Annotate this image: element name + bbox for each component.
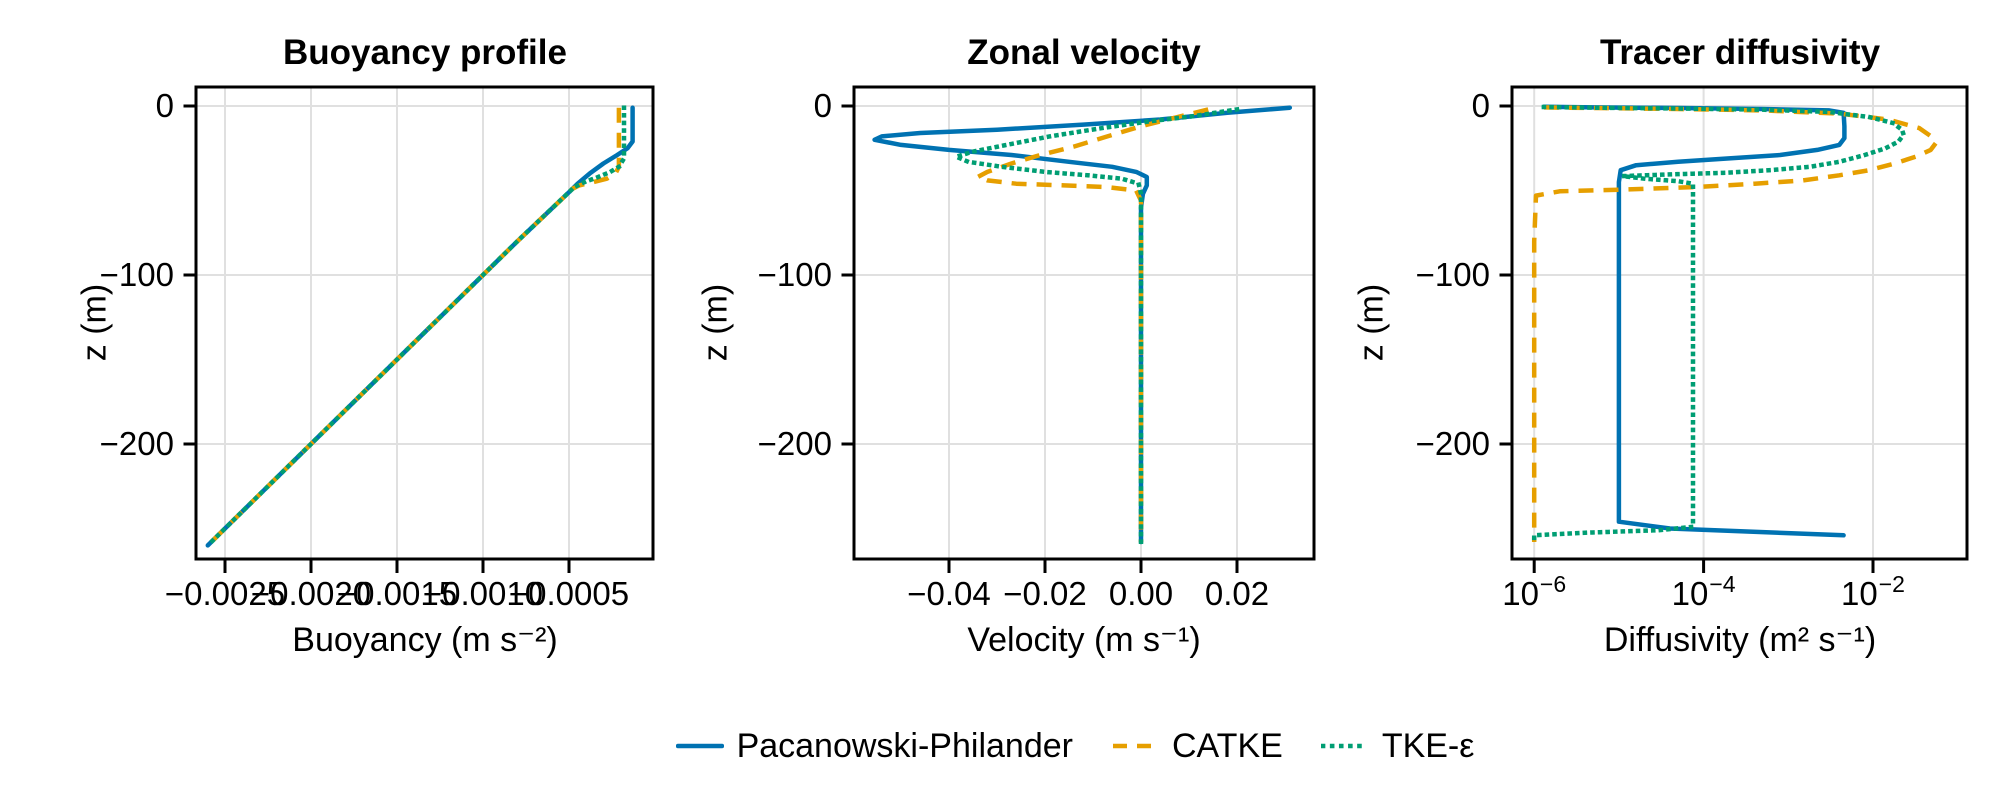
x-tick-label: −0.0020	[250, 575, 372, 612]
x-tick-label: −0.04	[907, 575, 991, 612]
legend-line-dotted-icon	[1320, 743, 1369, 749]
y-tick-label: 0	[155, 87, 174, 124]
x-tick-label: 0.00	[1108, 575, 1174, 612]
series-line-dashed	[206, 107, 622, 548]
panel-title-diffusivity: Tracer diffusivity	[1599, 33, 1881, 72]
y-tick-label: 0	[813, 87, 832, 124]
xaxis-label-diffusivity: Diffusivity (m² s⁻¹)	[1603, 621, 1877, 659]
series-line-dashed	[975, 107, 1209, 542]
legend-item-catke: CATKE	[1111, 727, 1283, 766]
legend-label: TKE-ε	[1381, 726, 1475, 765]
x-tick-label: 10−2	[1841, 571, 1905, 612]
legend-line-solid-icon	[675, 743, 724, 749]
legend-line-dashed-icon	[1112, 743, 1157, 749]
y-tick-label: −100	[1415, 256, 1490, 293]
plot-frame	[1510, 85, 1969, 561]
legend: Pacanowski-Philander CATKE TKE-ε	[150, 722, 2000, 770]
series-line-dashed	[1531, 105, 1938, 542]
legend-item-pacanowski-philander: Pacanowski-Philander	[675, 726, 1073, 766]
series-line-dotted	[204, 105, 627, 549]
series-line-dotted	[953, 106, 1240, 545]
x-tick-label: −0.0025	[164, 575, 286, 612]
y-tick-label: −200	[1415, 425, 1490, 462]
x-tick-label: −0.0005	[508, 575, 630, 612]
xaxis-label-buoyancy: Buoyancy (m s⁻²)	[292, 621, 558, 659]
xaxis-label-velocity: Velocity (m s⁻¹)	[967, 621, 1201, 659]
y-tick-label: −100	[757, 256, 832, 293]
y-tick-label: −100	[99, 256, 174, 293]
x-tick-label: −0.0015	[336, 575, 458, 612]
x-tick-label: −0.0010	[422, 575, 544, 612]
y-tick-label: −200	[99, 425, 174, 462]
legend-item-tke-epsilon: TKE-ε	[1320, 726, 1475, 766]
series-line-dotted	[1531, 104, 1906, 543]
panel-title-velocity: Zonal velocity	[967, 33, 1201, 72]
series-line-solid	[1541, 104, 1847, 538]
panel-title-buoyancy: Buoyancy profile	[283, 33, 567, 72]
x-tick-label: −0.02	[1003, 575, 1087, 612]
plot-frame	[194, 85, 655, 561]
y-tick-label: 0	[1471, 87, 1490, 124]
legend-label: Pacanowski-Philander	[736, 726, 1073, 765]
legend-label: CATKE	[1171, 726, 1283, 765]
y-tick-label: −200	[757, 425, 832, 462]
series-line-solid	[872, 105, 1293, 545]
x-tick-label: 10−6	[1502, 571, 1567, 612]
x-tick-label: 0.02	[1204, 575, 1270, 612]
x-tick-label: 10−4	[1671, 571, 1736, 612]
plot-frame	[852, 85, 1316, 561]
